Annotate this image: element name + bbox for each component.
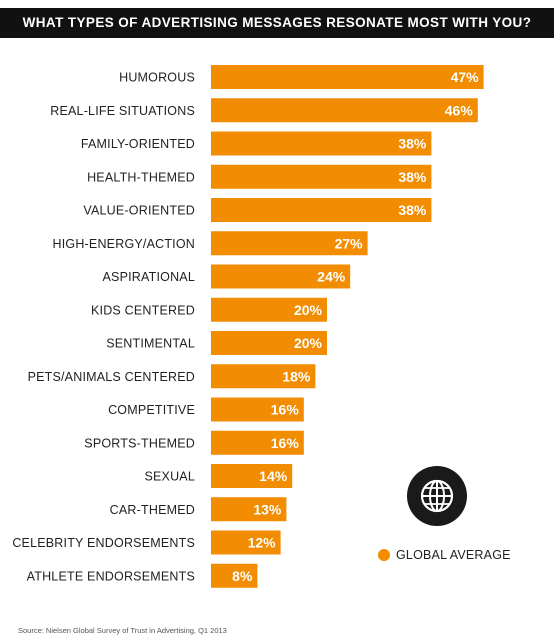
category-label: ASPIRATIONAL [103,270,195,284]
chart-title: WHAT TYPES OF ADVERTISING MESSAGES RESON… [0,8,554,38]
legend-swatch [378,549,390,561]
category-label: CAR-THEMED [110,503,195,517]
value-label: 20% [294,335,323,351]
bar [211,65,484,89]
category-label: HEALTH-THEMED [87,170,195,184]
value-label: 46% [445,102,474,118]
value-label: 18% [282,368,311,384]
category-label: HIGH-ENERGY/ACTION [53,237,196,251]
category-label: SEXUAL [144,470,195,484]
bar [211,231,368,256]
value-label: 38% [398,136,427,152]
bar [211,98,478,123]
category-label: COMPETITIVE [108,403,195,417]
value-label: 16% [271,435,300,451]
value-label: 38% [398,169,427,185]
bar [211,563,258,588]
bar [211,530,281,555]
value-label: 8% [232,568,253,584]
bar [211,131,432,156]
category-label: REAL-LIFE SITUATIONS [50,104,195,118]
category-label: SPORTS-THEMED [84,436,195,450]
category-label: CELEBRITY ENDORSEMENTS [12,536,195,550]
bar [211,464,293,488]
source-note: Source: Nielsen Global Survey of Trust i… [18,626,227,635]
value-label: 20% [294,302,323,318]
value-label: 47% [451,69,480,85]
value-label: 13% [253,501,282,517]
value-label: 12% [248,535,277,551]
bar [211,397,304,422]
category-label: VALUE-ORIENTED [83,204,195,218]
bar [211,364,316,389]
value-label: 27% [335,235,364,251]
category-label: SENTIMENTAL [106,337,195,351]
category-label: PETS/ANIMALS CENTERED [28,370,195,384]
bar [211,331,327,355]
bar [211,297,327,322]
category-label: FAMILY-ORIENTED [81,137,195,151]
category-label: ATHLETE ENDORSEMENTS [27,569,195,583]
bar [211,198,432,222]
bar [211,497,287,522]
bar [211,430,304,455]
bar [211,164,432,189]
bar [211,264,351,289]
value-label: 38% [398,202,427,218]
value-label: 24% [317,269,346,285]
value-label: 16% [271,402,300,418]
category-label: KIDS CENTERED [91,303,195,317]
globe-icon [406,465,468,527]
legend-label: GLOBAL AVERAGE [396,548,511,562]
legend: GLOBAL AVERAGE [378,548,511,562]
value-label: 14% [259,468,288,484]
category-label: HUMOROUS [119,71,195,85]
